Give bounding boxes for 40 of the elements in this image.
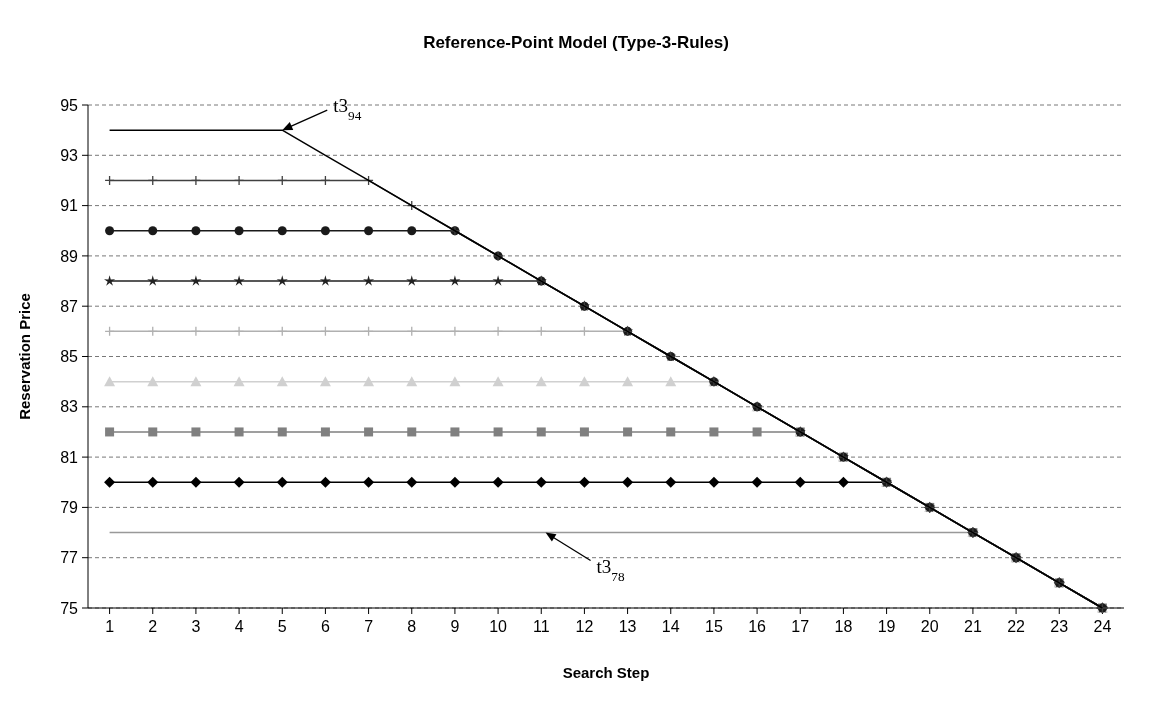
chart-title: Reference-Point Model (Type-3-Rules) bbox=[423, 33, 729, 52]
x-tick-label: 14 bbox=[661, 618, 680, 635]
x-axis-title: Search Step bbox=[562, 664, 650, 681]
x-tick-label: 8 bbox=[407, 618, 417, 635]
x-tick-label: 4 bbox=[234, 618, 244, 635]
x-tick-label: 18 bbox=[834, 618, 853, 635]
x-tick-label: 23 bbox=[1050, 618, 1069, 635]
y-tick-label: 79 bbox=[60, 499, 79, 516]
y-tick-label: 75 bbox=[60, 599, 79, 617]
x-tick-label: 2 bbox=[148, 618, 158, 635]
x-tick-label: 19 bbox=[877, 618, 896, 635]
x-tick-label: 17 bbox=[791, 618, 810, 635]
x-tick-label: 21 bbox=[964, 618, 982, 635]
x-tick-label: 3 bbox=[191, 618, 201, 635]
x-tick-label: 7 bbox=[364, 618, 374, 635]
y-axis-title: Reservation Price bbox=[16, 293, 33, 420]
y-tick-label: 81 bbox=[60, 448, 79, 466]
y-tick-label: 77 bbox=[60, 549, 79, 567]
y-tick-label: 95 bbox=[60, 96, 79, 114]
y-tick-label: 93 bbox=[60, 146, 79, 164]
annotation: t3$_{94}$ bbox=[333, 95, 362, 123]
x-tick-label: 6 bbox=[320, 618, 330, 635]
x-tick-label: 5 bbox=[277, 618, 287, 635]
x-tick-label: 13 bbox=[618, 618, 637, 635]
annotation: t3$_{78}$ bbox=[596, 555, 625, 584]
x-tick-label: 15 bbox=[705, 618, 723, 635]
x-tick-label: 9 bbox=[450, 618, 460, 635]
y-tick-label: 91 bbox=[60, 197, 79, 215]
x-tick-label: 1 bbox=[105, 618, 115, 635]
y-tick-label: 83 bbox=[60, 398, 79, 416]
y-tick-label: 85 bbox=[60, 348, 79, 366]
x-tick-label: 10 bbox=[489, 618, 508, 635]
x-tick-label: 20 bbox=[920, 618, 939, 635]
x-tick-label: 24 bbox=[1093, 618, 1112, 635]
x-tick-label: 22 bbox=[1007, 618, 1026, 635]
x-tick-label: 12 bbox=[575, 618, 594, 635]
x-tick-label: 11 bbox=[532, 618, 550, 635]
x-tick-label: 16 bbox=[748, 618, 767, 635]
y-tick-label: 87 bbox=[60, 297, 79, 315]
y-tick-label: 89 bbox=[60, 247, 79, 265]
